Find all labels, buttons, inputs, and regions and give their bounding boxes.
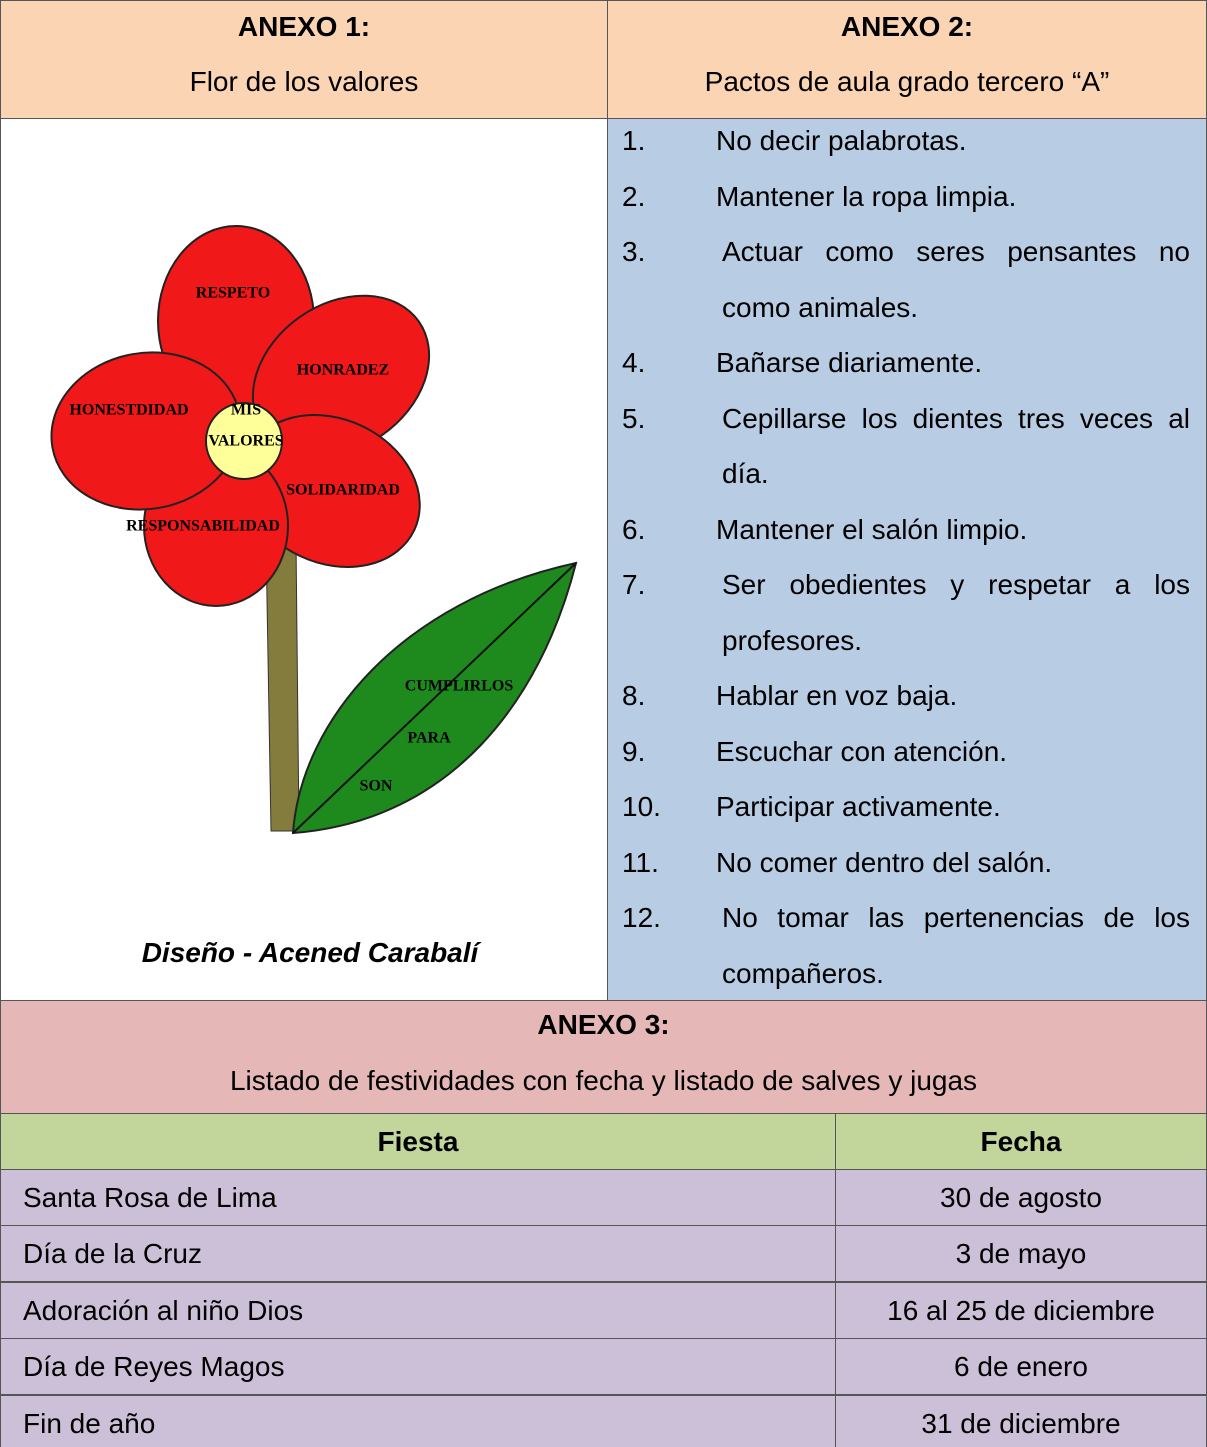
stem xyxy=(265,540,300,832)
flower-label: PARA xyxy=(407,730,451,747)
annex2-header: ANEXO 2: Pactos de aula grado tercero “A… xyxy=(607,0,1207,119)
pact-item: 6. Mantener el salón limpio. xyxy=(608,502,1190,558)
title: Flor de los valores xyxy=(189,66,419,97)
item-text: Mantener el salón limpio. xyxy=(716,513,1028,545)
item-text: Escuchar con atención. xyxy=(716,735,1008,767)
heading: ANEXO 1: xyxy=(237,11,371,42)
pact-item: 3. Actuar como seres pensantes no como an… xyxy=(608,224,1190,335)
table-cell: 31 de diciembre xyxy=(835,1394,1207,1447)
table-cell: 3 de mayo xyxy=(835,1225,1207,1283)
item-number: 11. xyxy=(622,846,659,878)
item-number: 8. xyxy=(622,680,646,711)
pact-item: 12. No tomar las pertenencias de los comp… xyxy=(608,890,1190,1001)
flower-label: MIS xyxy=(231,402,261,419)
pact-item: 5. Cepillarse los dientes tres veces al d… xyxy=(608,391,1190,502)
item-number: 10. xyxy=(622,791,661,822)
column-header: Fecha xyxy=(835,1113,1207,1170)
item-text: Hablar en voz baja. xyxy=(716,680,958,711)
item-number: 12. xyxy=(622,902,661,933)
item-number: 7. xyxy=(622,569,646,600)
item-text: No tomar las pertenencias de los compañe… xyxy=(722,902,1190,989)
item-number: 2. xyxy=(622,180,646,212)
item-text: Participar activamente. xyxy=(716,791,1001,822)
flower-center xyxy=(205,402,283,480)
pact-item: 2. Mantener la ropa limpia. xyxy=(608,169,1190,225)
pact-item: 9. Escuchar con atención. xyxy=(608,724,1190,780)
heading: ANEXO 2: xyxy=(840,11,974,42)
pacts-cell: 1. No decir palabrotas. 2. Mantener la ropa… xyxy=(607,118,1207,1001)
title: Listado de festividades con fecha y list… xyxy=(229,1065,978,1096)
pact-item: 11. No comer dentro del salón. xyxy=(608,835,1190,891)
table-cell: 16 al 25 de diciembre xyxy=(835,1281,1207,1339)
flower-cell: RESPETO HONRADEZ HONESTDIDAD MIS VALORES… xyxy=(0,118,608,1001)
flower-label: RESPETO xyxy=(196,285,270,302)
heading: ANEXO 3: xyxy=(537,1009,670,1040)
item-text: Bañarse diariamente. xyxy=(716,347,983,378)
pacts-list: 1. No decir palabrotas. 2. Mantener la ropa… xyxy=(608,113,1190,1001)
title: Pactos de aula grado tercero “A” xyxy=(704,66,1110,97)
item-number: 6. xyxy=(622,513,646,545)
pact-item: 7. Ser obedientes y respetar a los profes… xyxy=(608,557,1190,668)
item-text: No decir palabrotas. xyxy=(716,125,967,156)
flower-label: VALORES xyxy=(208,433,283,450)
table-cell: Adoración al niño Dios xyxy=(0,1281,836,1339)
pact-item: 1. No decir palabrotas. xyxy=(608,113,1190,169)
table-cell: Día de Reyes Magos xyxy=(0,1338,836,1396)
item-text: Cepillarse los dientes tres veces al día… xyxy=(722,402,1190,490)
table-cell: Día de la Cruz xyxy=(0,1225,836,1283)
table-cell: 6 de enero xyxy=(835,1338,1207,1396)
item-text: Actuar como seres pensantes no como anim… xyxy=(722,236,1190,323)
leaf-vein xyxy=(292,562,577,834)
item-number: 9. xyxy=(622,735,646,767)
pact-item: 10. Participar activamente. xyxy=(608,779,1190,835)
table-cell: Santa Rosa de Lima xyxy=(0,1169,836,1226)
annex3-header: ANEXO 3: Listado de festividades con fec… xyxy=(0,1000,1207,1114)
column-header: Fiesta xyxy=(0,1113,836,1170)
pact-item: 8. Hablar en voz baja. xyxy=(608,668,1190,724)
flower-label: CUMPLIRLOS xyxy=(405,678,514,695)
table-cell: 30 de agosto xyxy=(835,1169,1207,1226)
flower: RESPETO HONRADEZ HONESTDIDAD MIS VALORES… xyxy=(50,225,578,835)
table-cell: Fin de año xyxy=(0,1394,836,1447)
flower-label: SOLIDARIDAD xyxy=(286,482,400,499)
item-text: Mantener la ropa limpia. xyxy=(716,180,1017,212)
flower-label: HONRADEZ xyxy=(297,362,389,379)
item-number: 4. xyxy=(622,347,646,378)
item-number: 5. xyxy=(622,402,646,434)
pact-item: 4. Bañarse diariamente. xyxy=(608,335,1190,391)
item-number: 3. xyxy=(622,236,646,267)
annex1-header: ANEXO 1: Flor de los valores xyxy=(0,0,608,119)
caption: Diseño - Acened Carabalí xyxy=(141,937,479,968)
flower-label: HONESTDIDAD xyxy=(69,402,188,419)
flower-label: SON xyxy=(360,778,393,795)
item-text: No comer dentro del salón. xyxy=(716,846,1053,878)
item-text: Ser obedientes y respetar a los profesor… xyxy=(722,569,1190,656)
flower-label: RESPONSABILIDAD xyxy=(126,518,280,535)
item-number: 1. xyxy=(622,125,646,156)
